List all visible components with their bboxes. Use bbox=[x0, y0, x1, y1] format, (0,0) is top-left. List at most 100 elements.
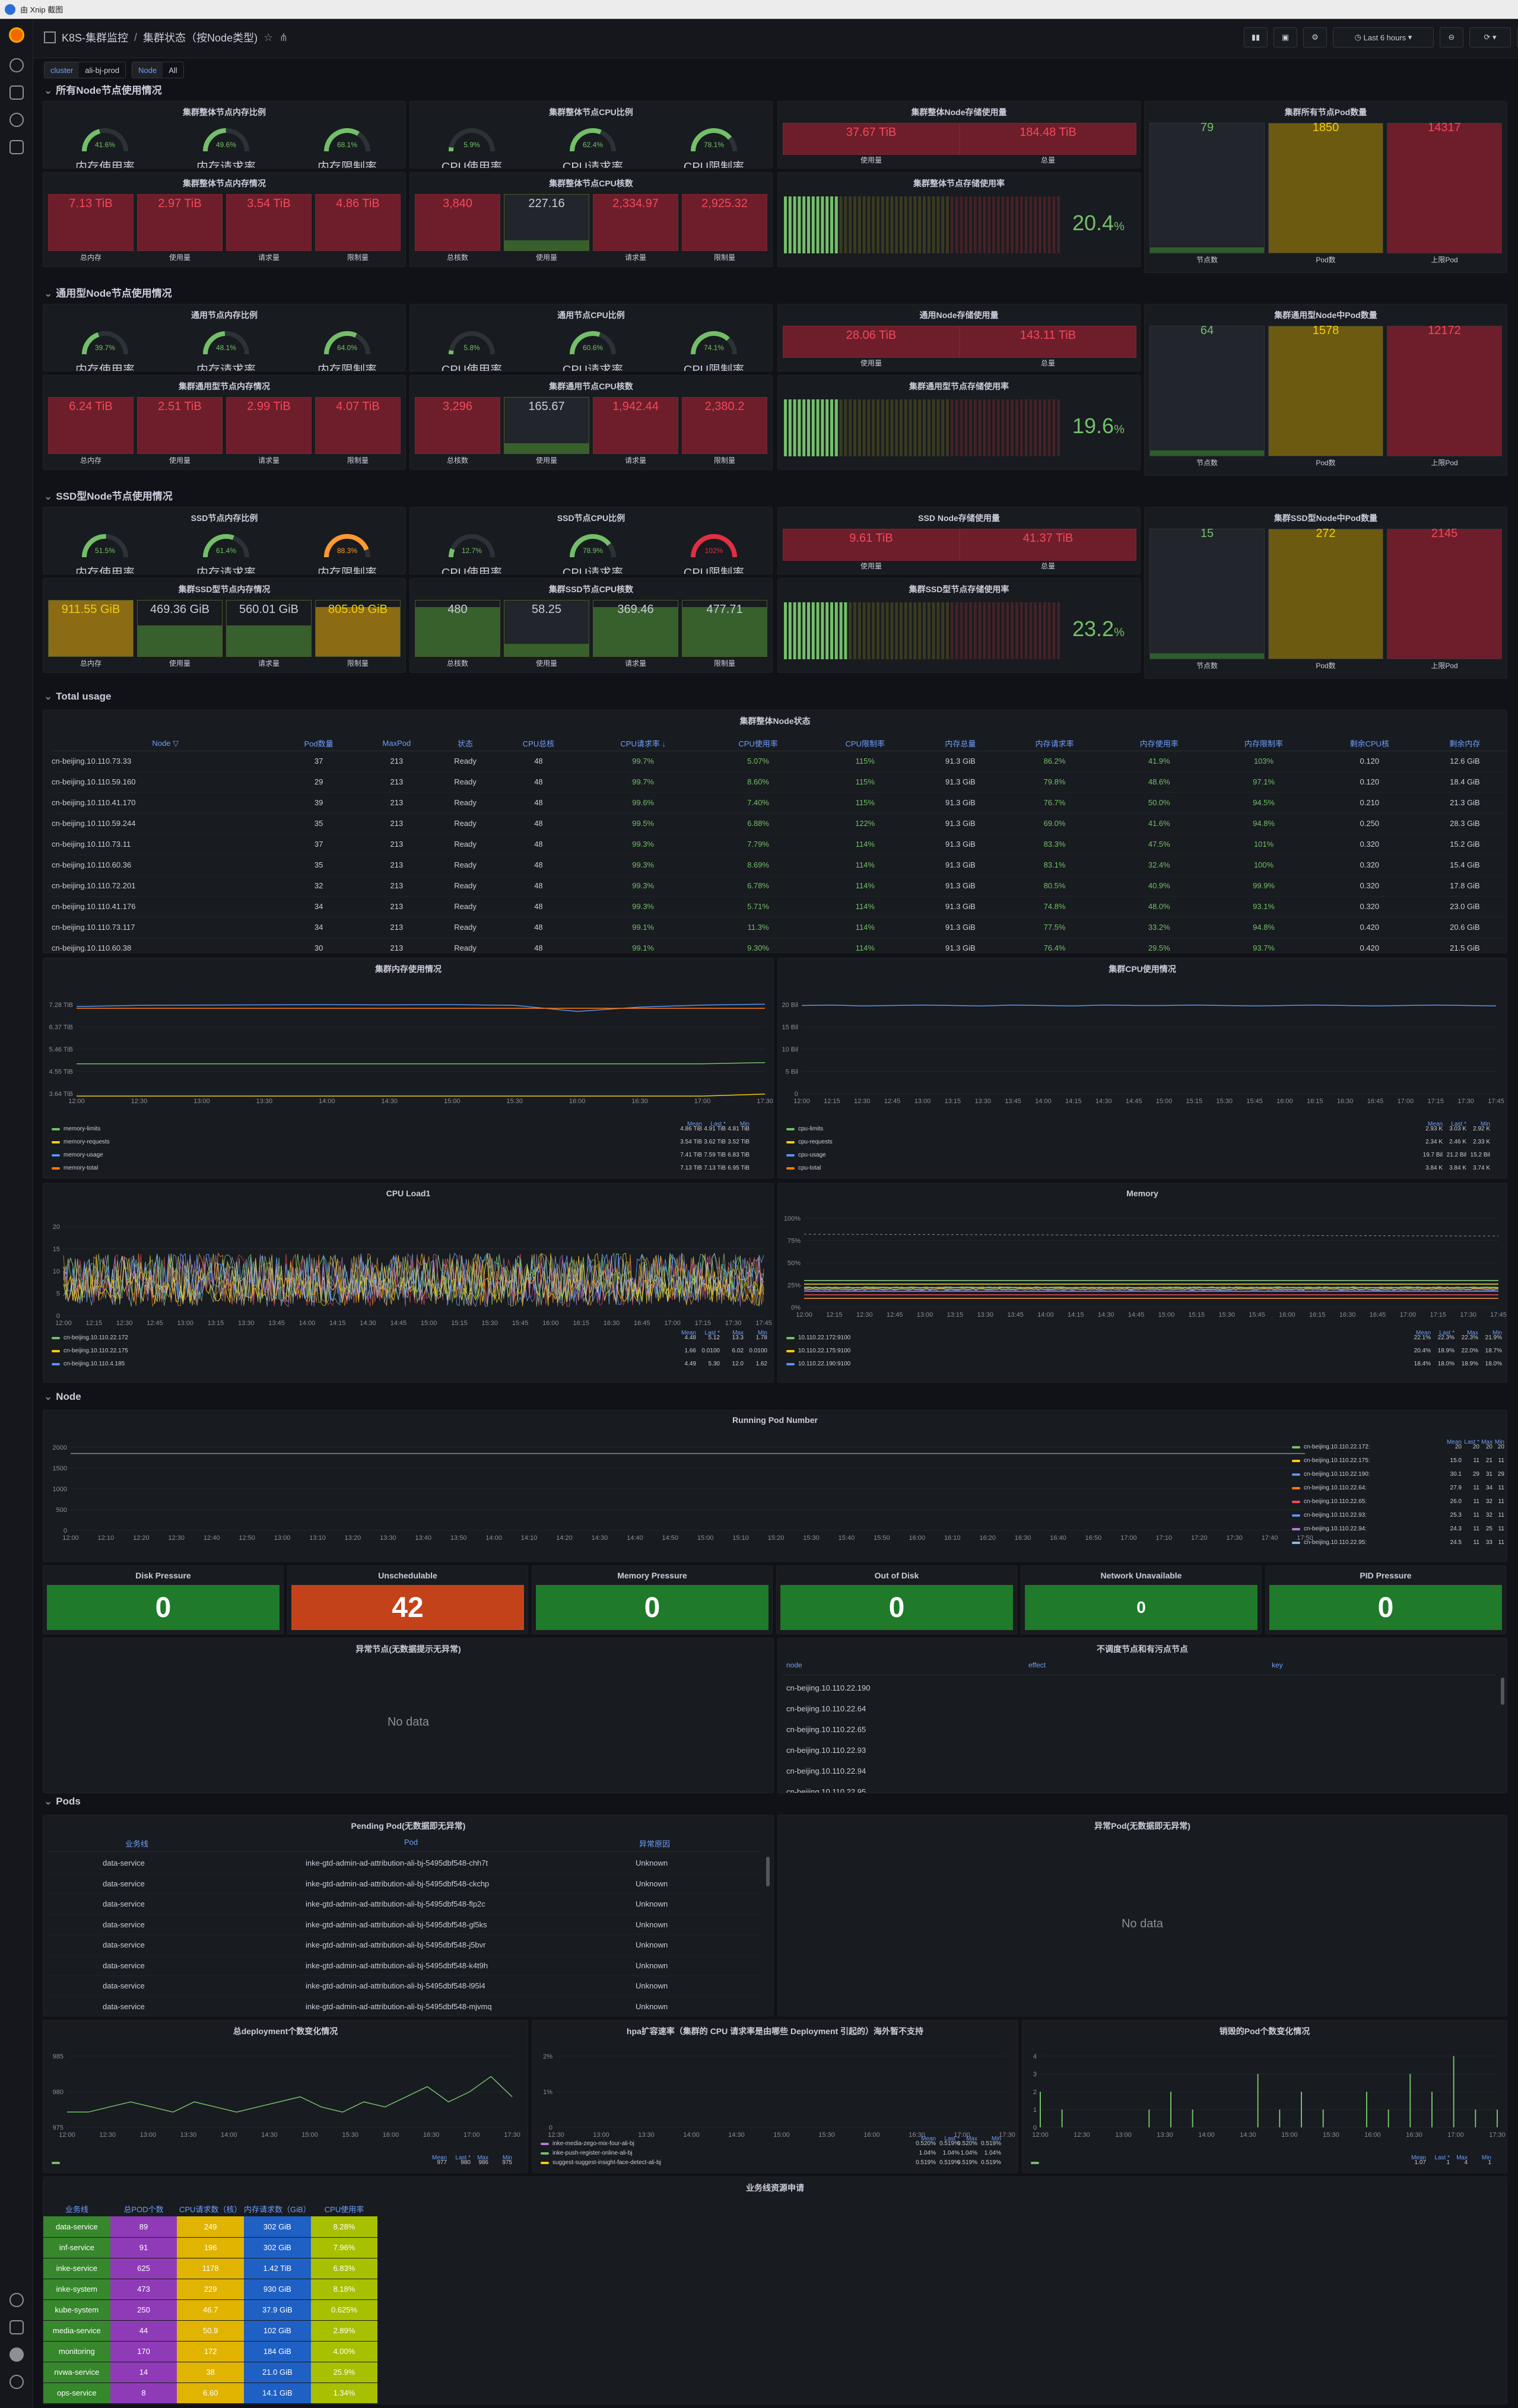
grafana-logo-icon[interactable] bbox=[9, 27, 24, 43]
biz-header[interactable]: 内存请求数（GiB） bbox=[244, 2204, 311, 2214]
add-panel-icon[interactable]: ▮▮ bbox=[1244, 27, 1268, 47]
taint-row[interactable]: cn-beijing.10.110.22.190 bbox=[786, 1683, 871, 1692]
cluster-variable[interactable]: cluster ali-bj-prod bbox=[44, 62, 126, 78]
storage-cell bbox=[973, 602, 977, 659]
taint-row[interactable]: cn-beijing.10.110.22.93 bbox=[786, 1746, 866, 1755]
pending-header-biz[interactable]: 业务线 bbox=[125, 1840, 149, 1848]
biz-header[interactable]: CPU使用率 bbox=[324, 2204, 364, 2214]
taint-row[interactable]: cn-beijing.10.110.22.94 bbox=[786, 1767, 866, 1775]
section-all[interactable]: 所有Node节点使用情况 bbox=[44, 82, 162, 97]
settings-icon[interactable]: ⚙ bbox=[1303, 27, 1327, 47]
time-picker-button[interactable]: ◷ Last 6 hours ▾ bbox=[1333, 27, 1434, 47]
hpa-chart[interactable]: 0 1% 2% 12:30 13:00 13:30 14:00 14:30 15:00 15:30… bbox=[532, 2021, 1018, 2173]
deployment-count-chart[interactable]: 975 980 985 12:00 12:30 13:00 13:30 14:00 14:30 1… bbox=[43, 2021, 528, 2173]
zoom-out-icon[interactable]: ⊖ bbox=[1440, 27, 1463, 47]
pending-row[interactable]: data-service inke-gtd-admin-ad-attributio… bbox=[48, 1915, 760, 1935]
node-table-header[interactable]: Pod数量 bbox=[279, 736, 358, 751]
table-row[interactable]: data-service 89 249 302 GiB 8.28% bbox=[43, 2216, 378, 2238]
biz-header[interactable]: 总POD个数 bbox=[123, 2204, 164, 2214]
share-icon[interactable]: ⋔ bbox=[279, 31, 288, 43]
page-title[interactable]: 集群状态（按Node类型) bbox=[143, 32, 258, 44]
pending-row[interactable]: data-service inke-gtd-admin-ad-attributio… bbox=[48, 1874, 760, 1894]
alerting-bell-icon[interactable] bbox=[9, 140, 24, 154]
taint-header-key[interactable]: key bbox=[1272, 1661, 1283, 1669]
table-row[interactable]: inf-service 91 196 302 GiB 7.96% bbox=[43, 2237, 378, 2258]
taint-row[interactable]: cn-beijing.10.110.22.65 bbox=[786, 1725, 866, 1734]
explore-icon[interactable] bbox=[9, 113, 24, 127]
table-row[interactable]: cn-beijing.10.110.60.36 35 213 Ready 48 99.3%… bbox=[52, 854, 1507, 876]
table-row[interactable]: inke-service 625 1178 1.42 TiB 6.83% bbox=[43, 2258, 378, 2279]
search-icon[interactable] bbox=[9, 58, 24, 72]
node-table-header[interactable]: CPU总核 bbox=[495, 736, 582, 751]
node-variable-value[interactable]: All bbox=[163, 62, 183, 78]
breadcrumb-folder[interactable]: K8S-集群监控 bbox=[62, 32, 129, 44]
pending-header-reason[interactable]: 异常原因 bbox=[639, 1840, 671, 1848]
section-general[interactable]: 通用型Node节点使用情况 bbox=[44, 285, 172, 300]
pending-row[interactable]: data-service inke-gtd-admin-ad-attributio… bbox=[48, 1935, 760, 1956]
node-table-header[interactable]: 剩余CPU核 bbox=[1316, 736, 1423, 751]
node-table-header[interactable]: Node ▽ bbox=[52, 736, 280, 751]
table-row[interactable]: cn-beijing.10.110.41.170 39 213 Ready 48 99.6… bbox=[52, 792, 1507, 814]
node-table-header[interactable]: 状态 bbox=[435, 736, 496, 751]
table-row[interactable]: cn-beijing.10.110.73.117 34 213 Ready 48 99.1… bbox=[52, 917, 1507, 938]
section-pods[interactable]: Pods bbox=[44, 1796, 81, 1807]
table-row[interactable]: cn-beijing.10.110.41.176 34 213 Ready 48 99.3… bbox=[52, 896, 1507, 917]
table-row[interactable]: inke-system 473 229 930 GiB 8.18% bbox=[43, 2279, 378, 2300]
pending-row[interactable]: data-service inke-gtd-admin-ad-attributio… bbox=[48, 1997, 760, 2016]
help-icon[interactable] bbox=[9, 2375, 24, 2389]
table-row[interactable]: media-service 44 50.9 102 GiB 2.89% bbox=[43, 2320, 378, 2342]
cpu-load-chart[interactable]: 0 5 10 15 20 12:00 12:15 12:30 12:45 13:00 13:15 13… bbox=[43, 1184, 773, 1383]
table-row[interactable]: nvwa-service 14 38 21.0 GiB 25.9% bbox=[43, 2362, 378, 2383]
taint-header-node[interactable]: node bbox=[786, 1661, 802, 1669]
table-row[interactable]: cn-beijing.10.110.59.160 29 213 Ready 48 99.7… bbox=[52, 771, 1507, 793]
node-table-header[interactable]: 内存使用率 bbox=[1107, 736, 1212, 751]
node-table-header[interactable]: 内存总量 bbox=[918, 736, 1002, 751]
memory-chart[interactable]: 0% 25% 50% 75% 100% 12:00 12:15 12:30 12:45 13:00… bbox=[778, 1184, 1507, 1383]
section-ssd[interactable]: SSD型Node节点使用情况 bbox=[44, 488, 172, 503]
taint-row[interactable]: cn-beijing.10.110.22.64 bbox=[786, 1704, 866, 1713]
node-variable[interactable]: Node All bbox=[132, 62, 184, 78]
scrollbar[interactable] bbox=[766, 1857, 770, 1886]
table-row[interactable]: ops-service 8 6.60 14.1 GiB 1.34% bbox=[43, 2382, 378, 2404]
pending-row[interactable]: data-service inke-gtd-admin-ad-attributio… bbox=[48, 1894, 760, 1915]
pending-cell: inke-gtd-admin-ad-attribution-ali-bj-549… bbox=[306, 2002, 492, 2011]
table-row[interactable]: cn-beijing.10.110.73.33 37 213 Ready 48 99.7%… bbox=[52, 751, 1507, 772]
shield-icon[interactable] bbox=[9, 2320, 24, 2334]
tv-mode-icon[interactable]: ▭ bbox=[1517, 27, 1518, 47]
table-row[interactable]: cn-beijing.10.110.59.244 35 213 Ready 48 99.5… bbox=[52, 813, 1507, 834]
cluster-cpu-chart[interactable]: 0 5 Bil 10 Bil 15 Bil 20 Bil 12:00 12:15 12:30 1… bbox=[778, 958, 1507, 1178]
node-table-header[interactable]: MaxPod bbox=[358, 736, 436, 751]
section-node[interactable]: Node bbox=[44, 1391, 81, 1403]
refresh-button[interactable]: ⟳ ▾ bbox=[1469, 27, 1511, 47]
table-row[interactable]: kube-system 250 46.7 37.9 GiB 0.625% bbox=[43, 2299, 378, 2321]
table-row[interactable]: monitoring 170 172 184 GiB 4.00% bbox=[43, 2341, 378, 2362]
taint-row[interactable]: cn-beijing.10.110.22.95 bbox=[786, 1787, 866, 1793]
biz-header[interactable]: 业务线 bbox=[65, 2204, 88, 2214]
node-table-header[interactable]: 剩余内存 bbox=[1422, 736, 1507, 751]
running-pod-chart[interactable]: 0 500 1000 1500 2000 12:00 12:10 12:20 12:30 12:4… bbox=[43, 1411, 1507, 1562]
dashboards-icon[interactable] bbox=[9, 85, 24, 100]
node-table-header[interactable]: CPU使用率 bbox=[704, 736, 812, 751]
table-row[interactable]: cn-beijing.10.110.60.38 30 213 Ready 48 99.1%… bbox=[52, 938, 1507, 952]
star-icon[interactable]: ☆ bbox=[263, 31, 274, 43]
taint-header-effect[interactable]: effect bbox=[1028, 1661, 1046, 1669]
cluster-variable-value[interactable]: ali-bj-prod bbox=[79, 62, 126, 78]
node-table-header[interactable]: 内存请求率 bbox=[1002, 736, 1107, 751]
table-row[interactable]: cn-beijing.10.110.73.11 37 213 Ready 48 99.3%… bbox=[52, 834, 1507, 855]
pending-row[interactable]: data-service inke-gtd-admin-ad-attributio… bbox=[48, 1976, 760, 1997]
node-table-header[interactable]: 内存限制率 bbox=[1211, 736, 1316, 751]
pending-header-pod[interactable]: Pod bbox=[404, 1838, 418, 1847]
section-total[interactable]: Total usage bbox=[44, 691, 111, 703]
node-table-header[interactable]: CPU请求率 ↓ bbox=[581, 736, 705, 751]
scrollbar[interactable] bbox=[1501, 1678, 1504, 1705]
pending-row[interactable]: data-service inke-gtd-admin-ad-attributio… bbox=[48, 1853, 760, 1874]
cluster-memory-chart[interactable]: 3.64 TiB 4.55 TiB 5.46 TiB 6.37 TiB 7.28 TiB… bbox=[43, 958, 773, 1178]
node-table-header[interactable]: CPU限制率 bbox=[811, 736, 919, 751]
settings-gear-icon[interactable] bbox=[9, 2293, 24, 2307]
table-row[interactable]: cn-beijing.10.110.72.201 32 213 Ready 48 99.3… bbox=[52, 875, 1507, 897]
save-icon[interactable]: ▣ bbox=[1274, 27, 1297, 47]
pending-row[interactable]: data-service inke-gtd-admin-ad-attributio… bbox=[48, 1956, 760, 1976]
biz-header[interactable]: CPU请求数（核） bbox=[179, 2204, 242, 2214]
avatar[interactable] bbox=[9, 2347, 24, 2362]
destroyed-pod-chart[interactable]: 0 1 2 3 4 12:00 12:30 13:00 13:30 14:00 14:30 15:00… bbox=[1022, 2021, 1507, 2173]
